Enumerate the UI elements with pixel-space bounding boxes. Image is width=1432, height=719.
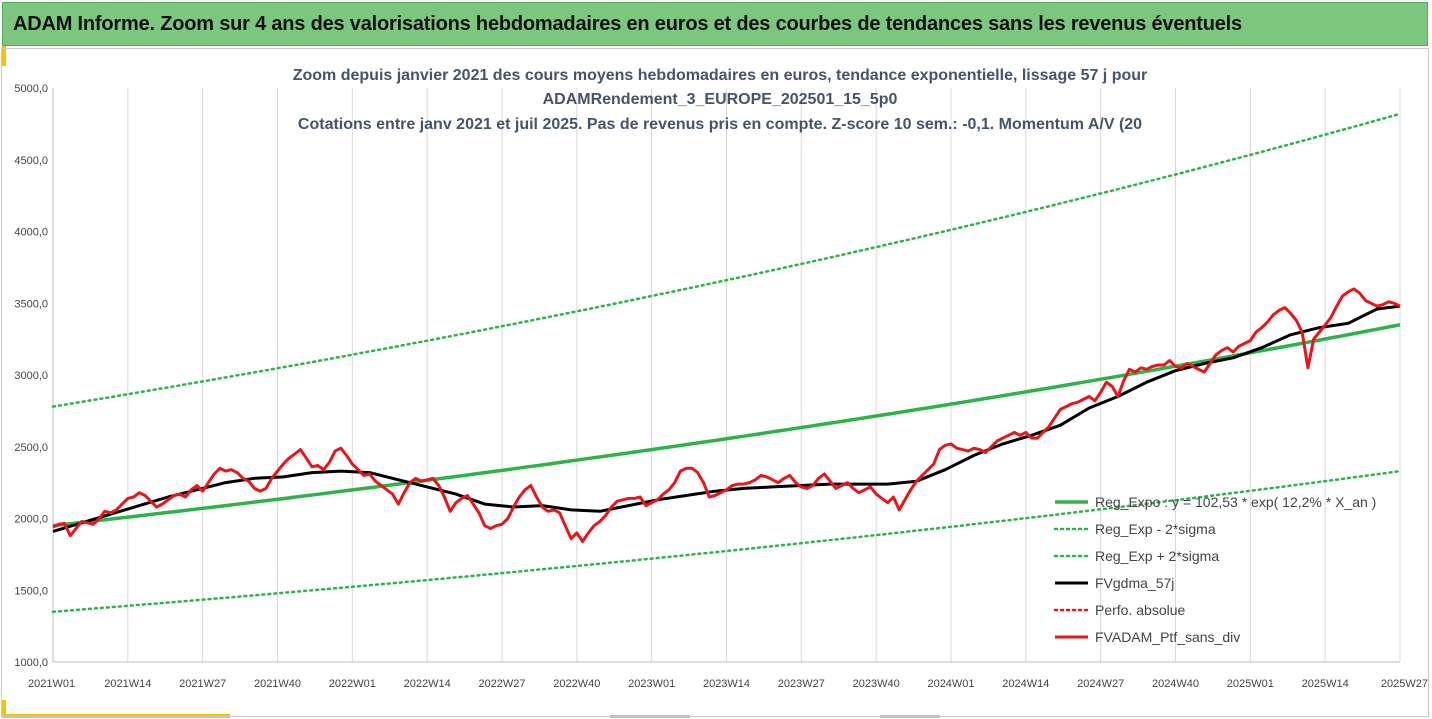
- chart-legend: Reg_Expo : y = 102,53 * exp( 12,2% * X_a…: [1053, 494, 1376, 645]
- x-tick-label: 2021W27: [179, 678, 226, 690]
- y-tick-label: 3500,0: [14, 298, 48, 310]
- x-tick-label: 2022W40: [553, 678, 600, 690]
- chart-title-line: ADAMRendement_3_EUROPE_202501_15_5p0: [543, 91, 898, 108]
- x-tick-label: 2023W01: [628, 678, 675, 690]
- legend-item-label: Reg_Expo : y = 102,53 * exp( 12,2% * X_a…: [1095, 494, 1376, 510]
- x-tick-label: 2021W40: [254, 678, 301, 690]
- chart-title: Zoom depuis janvier 2021 des cours moyen…: [293, 67, 1148, 133]
- x-tick-label: 2024W27: [1077, 678, 1124, 690]
- y-tick-label: 4500,0: [14, 155, 48, 167]
- accent-strip-left-top: [2, 46, 6, 66]
- x-tick-label: 2023W40: [853, 678, 900, 690]
- legend-item-label: Reg_Exp + 2*sigma: [1095, 548, 1219, 564]
- x-tick-label: 2021W01: [28, 678, 75, 690]
- x-tick-label: 2023W14: [703, 678, 750, 690]
- x-tick-label: 2022W01: [329, 678, 376, 690]
- series-fvadam-ptf: [52, 287, 1401, 543]
- x-tick-label: 2021W14: [104, 678, 151, 690]
- x-axis: 2021W01 2021W14 2021W27 2021W40 2022W01 2022W…: [28, 678, 1428, 690]
- chart-grid: [52, 88, 1401, 663]
- chart-title-line: Zoom depuis janvier 2021 des cours moyen…: [293, 67, 1148, 84]
- legend-item-label: FVgdma_57j: [1095, 575, 1174, 591]
- legend-item-label: Reg_Exp - 2*sigma: [1095, 521, 1216, 537]
- report-title: ADAM Informe. Zoom sur 4 ans des valoris…: [13, 13, 1242, 35]
- x-tick-label: 2025W14: [1302, 678, 1349, 690]
- y-tick-label: 3000,0: [14, 370, 48, 382]
- y-tick-label: 1500,0: [14, 585, 48, 597]
- chart-frame: [1, 48, 1429, 717]
- y-axis: 1000,0 1500,0 2000,0 2500,0 3000,0 3500,0 4000…: [14, 83, 48, 669]
- chart-title-line: Cotations entre janv 2021 et juil 2025. …: [298, 116, 1142, 133]
- x-tick-label: 2024W40: [1152, 678, 1199, 690]
- series-reg-plus-2sigma: [51, 112, 1402, 408]
- y-tick-label: 2000,0: [14, 514, 48, 526]
- series-fvgdma-57j: [52, 304, 1401, 533]
- series-reg-minus-2sigma: [51, 469, 1402, 614]
- x-tick-label: 2024W01: [927, 678, 974, 690]
- x-tick-label: 2025W01: [1227, 678, 1274, 690]
- y-tick-label: 1000,0: [14, 657, 48, 669]
- x-tick-label: 2022W27: [478, 678, 525, 690]
- accent-strip-left-bottom: [2, 700, 6, 717]
- x-tick-label: 2025W27: [1381, 678, 1428, 690]
- y-tick-label: 4000,0: [14, 227, 48, 239]
- x-tick-label: 2023W27: [778, 678, 825, 690]
- report-banner: ADAM Informe. Zoom sur 4 ans des valoris…: [2, 2, 1428, 46]
- x-tick-label: 2022W14: [404, 678, 451, 690]
- legend-item-label: Perfo. absolue: [1095, 602, 1185, 618]
- chart-series: [51, 112, 1402, 614]
- y-tick-label: 5000,0: [14, 83, 48, 95]
- legend-item-label: FVADAM_Ptf_sans_div: [1095, 629, 1240, 645]
- y-tick-label: 2500,0: [14, 442, 48, 454]
- x-tick-label: 2024W14: [1002, 678, 1049, 690]
